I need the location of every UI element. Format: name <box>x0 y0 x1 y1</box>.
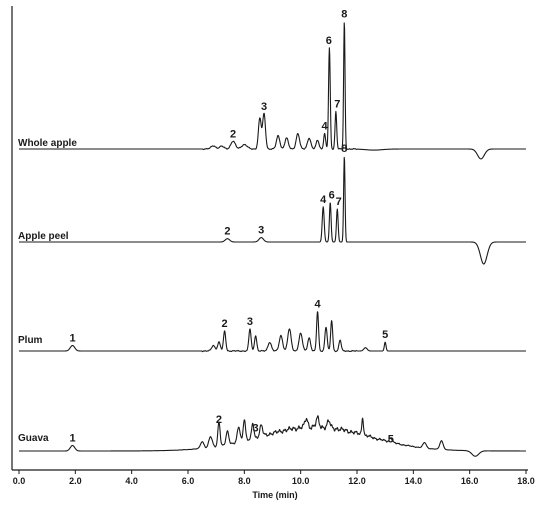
x-tick-label: 10.0 <box>292 476 310 486</box>
x-tick-label: 12.0 <box>348 476 366 486</box>
series-label: Plum <box>18 335 43 346</box>
x-tick-label: 2.0 <box>69 476 82 486</box>
x-tick-label: 8.0 <box>238 476 251 486</box>
series-label: Guava <box>18 433 49 444</box>
peak-label: 7 <box>334 99 340 111</box>
peak-label: 2 <box>222 318 228 330</box>
peak-label: 4 <box>315 298 322 310</box>
peak-label: 2 <box>216 414 222 426</box>
series-label: Whole apple <box>18 138 77 149</box>
peak-label: 8 <box>341 8 347 20</box>
peak-label: 4 <box>320 194 327 206</box>
peak-label: 3 <box>261 101 267 113</box>
x-tick-label: 18.0 <box>517 476 535 486</box>
x-tick-label: 0.0 <box>13 476 26 486</box>
peak-label: 3 <box>247 316 253 328</box>
peak-label: 2 <box>224 226 230 238</box>
series-labels: Whole apple Apple peel Plum Guava <box>18 138 77 444</box>
peak-label: 8 <box>341 143 347 155</box>
chromatogram-traces <box>18 22 527 457</box>
peak-label: 5 <box>382 329 388 341</box>
peak-label: 1 <box>69 433 75 445</box>
peak-label: 7 <box>336 196 342 208</box>
peak-label: 3 <box>253 423 259 435</box>
peak-label: 6 <box>326 35 332 47</box>
trace-apple-peel <box>18 156 527 265</box>
x-axis-ticks: 0.0 2.0 4.0 6.0 8.0 10.0 12.0 14.0 16.0 18.0 <box>13 470 535 486</box>
peak-label: 5 <box>388 434 394 446</box>
x-tick-label: 14.0 <box>405 476 423 486</box>
x-tick-label: 4.0 <box>125 476 138 486</box>
trace-guava <box>18 415 527 457</box>
trace-plum <box>18 311 527 353</box>
peak-label: 4 <box>322 121 329 133</box>
x-tick-label: 16.0 <box>461 476 479 486</box>
peak-label: 2 <box>230 128 236 140</box>
x-axis-label: Time (min) <box>252 490 297 500</box>
x-tick-label: 6.0 <box>182 476 195 486</box>
peak-label: 6 <box>329 189 335 201</box>
trace-whole-apple <box>18 22 527 160</box>
peak-label: 3 <box>258 225 264 237</box>
peak-label: 1 <box>69 333 75 345</box>
series-label: Apple peel <box>18 231 69 242</box>
